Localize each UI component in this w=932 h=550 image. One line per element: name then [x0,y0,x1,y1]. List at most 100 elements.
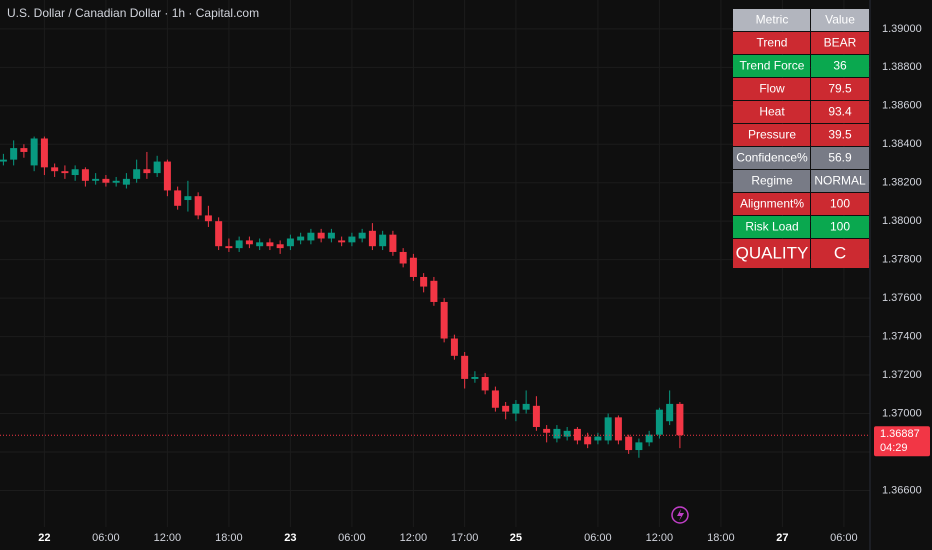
y-tick-label: 1.37800 [882,254,922,266]
candle-body [420,276,428,287]
metrics-table: Metric Value Trend BEAR Trend Force 36 Flow 79.… [733,9,869,268]
table-cell [811,101,869,123]
candle-body [307,232,315,241]
table-cell [733,9,810,31]
candle-body [266,242,274,247]
table-cell [811,239,869,268]
candle-body [573,428,581,441]
table-text: 100 [830,197,850,211]
table-text: NORMAL [814,174,866,188]
candle-body [543,428,551,433]
candle-body [358,232,366,239]
candle-body [61,171,69,174]
table-cell [733,78,810,100]
table-text: Regime [751,174,793,188]
x-tick-label: 18:00 [215,532,243,544]
table-text: Risk Load [745,220,798,234]
candle-body [40,138,48,168]
x-tick-label: 12:00 [646,532,674,544]
candle-body [666,403,674,422]
candle-body [276,244,284,249]
candle-body [184,196,192,201]
x-tick-label: 12:00 [154,532,182,544]
candle-body [297,236,305,241]
table-text: 56.9 [828,151,852,165]
y-tick-label: 1.38600 [882,100,922,112]
candle-body [102,178,110,183]
y-tick-label: 1.39000 [882,23,922,35]
x-tick-label: 23 [284,532,296,544]
table-text: BEAR [824,36,857,50]
candle-body [20,148,28,152]
y-tick-label: 1.37600 [882,292,922,304]
table-cell [733,170,810,192]
candle-body [348,236,356,243]
table-cell [733,124,810,146]
table-cell [811,170,869,192]
candle-body [502,405,510,412]
candle-body [122,178,130,185]
x-tick-label: 27 [776,532,788,544]
table-cell [733,32,810,54]
candle-body [338,240,346,243]
table-text: 36 [833,59,847,73]
chart-title: U.S. Dollar / Canadian Dollar · 1h · Cap… [7,6,259,20]
table-cell [733,147,810,169]
table-text: Heat [759,105,785,119]
table-text: Trend [757,36,788,50]
candle-body [327,232,335,239]
candle-body [256,242,264,247]
candle-body [522,403,530,410]
candle-body [584,436,592,445]
candle-body [215,221,223,247]
table-text: 100 [830,220,850,234]
table-cell [811,216,869,238]
table-cell [733,216,810,238]
table-text: Trend Force [740,59,805,73]
candle-body [0,159,7,162]
candle-body [71,169,79,176]
candle-body [409,257,417,277]
candle-body [645,434,653,443]
y-tick-label: 1.37400 [882,330,922,342]
candle-body [112,180,120,183]
plot [0,136,870,458]
last-price-label: 1.36887 [880,428,920,440]
alert-icon [671,506,689,524]
candle-body [133,169,141,179]
candle-body [676,403,684,436]
candle-body [51,167,59,172]
candle-body [204,215,212,222]
table-cell [733,193,810,215]
table-cell [811,147,869,169]
table-text: QUALITY [736,243,809,262]
candle-body [81,169,89,181]
candle-body [163,161,171,191]
table-text: Pressure [748,128,796,142]
table-text: Metric [756,13,789,27]
candle-body [625,436,633,451]
table-cell [811,78,869,100]
table-text: Confidence% [736,151,808,165]
x-tick-label: 06:00 [584,532,612,544]
candle-body [461,355,469,379]
table-cell [811,193,869,215]
candle-body [225,246,233,249]
table-text: 79.5 [828,82,852,96]
x-tick-label: 12:00 [400,532,428,544]
countdown-label: 04:29 [880,442,908,454]
x-tick-label: 06:00 [92,532,120,544]
candle-body [614,417,622,441]
table-cell [733,55,810,77]
y-tick-label: 1.37000 [882,407,922,419]
candle-body [194,196,202,216]
y-tick-label: 1.38000 [882,215,922,227]
x-tick-label: 06:00 [338,532,366,544]
table-cell [733,101,810,123]
candle-body [286,238,294,247]
candle-body [92,178,100,181]
x-tick-label: 17:00 [451,532,479,544]
candle-body [317,232,325,239]
candle-body [594,436,602,441]
